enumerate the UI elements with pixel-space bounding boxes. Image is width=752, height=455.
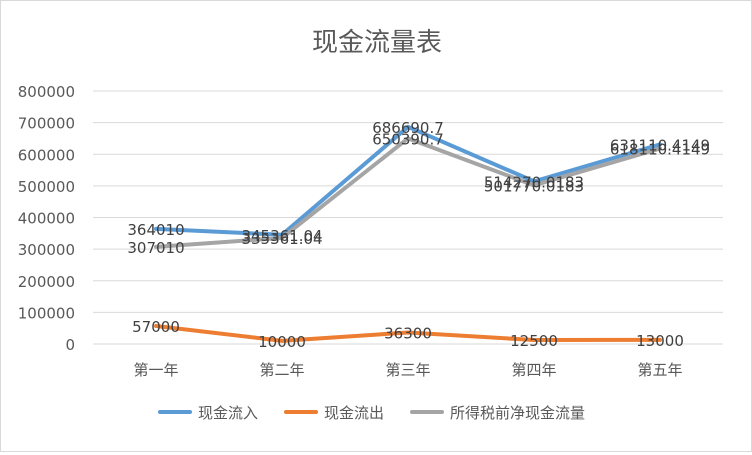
series-group [154,124,662,343]
y-tick-label: 300000 [18,241,75,259]
chart-title: 现金流量表 [312,28,442,58]
data-label: 501770.0183 [484,177,584,195]
x-tick-label: 第一年 [133,361,178,379]
series-line-3 [154,136,662,249]
legend-label: 现金流入 [198,404,258,422]
y-axis: 0 100000 200000 300000 400000 500000 600000 700… [18,83,75,354]
x-tick-label: 第二年 [259,361,304,379]
data-label: 686690.7 [372,119,444,137]
series-line-2 [154,323,662,343]
data-label: 12500 [510,332,558,350]
data-label: 57000 [132,318,180,336]
data-label: 10000 [258,333,306,351]
y-tick-label: 800000 [18,83,75,101]
x-tick-label: 第五年 [637,361,682,379]
data-label: 36300 [384,325,432,343]
legend-label: 现金流出 [324,404,384,422]
y-tick-label: 600000 [18,146,75,164]
y-tick-label: 100000 [18,304,75,322]
data-label: 618110.4149 [610,141,710,159]
gridlines [93,90,723,345]
data-label: 307010 [127,239,184,257]
y-tick-label: 700000 [18,115,75,133]
y-tick-label: 200000 [18,273,75,291]
data-label: 650390.7 [372,130,444,148]
legend: 现金流入 现金流出 所得税前净现金流量 [158,404,585,422]
y-tick-label: 0 [65,336,75,354]
data-label: 335361.04 [241,230,322,248]
data-label: 514270.0183 [484,173,584,191]
data-label: 364010 [127,221,184,239]
y-tick-label: 500000 [18,178,75,196]
data-label: 631110.4149 [610,136,710,154]
x-tick-label: 第三年 [385,361,430,379]
legend-label: 所得税前净现金流量 [450,404,585,422]
x-axis: 第一年 第二年 第三年 第四年 第五年 [133,361,682,379]
series-line-1 [154,124,662,237]
data-label: 345361.04 [241,227,322,245]
x-tick-label: 第四年 [511,361,556,379]
data-label: 13000 [636,332,684,350]
y-tick-label: 400000 [18,210,75,228]
data-labels: 364010 345361.04 686690.7 514270.0183 631110… [127,119,710,351]
